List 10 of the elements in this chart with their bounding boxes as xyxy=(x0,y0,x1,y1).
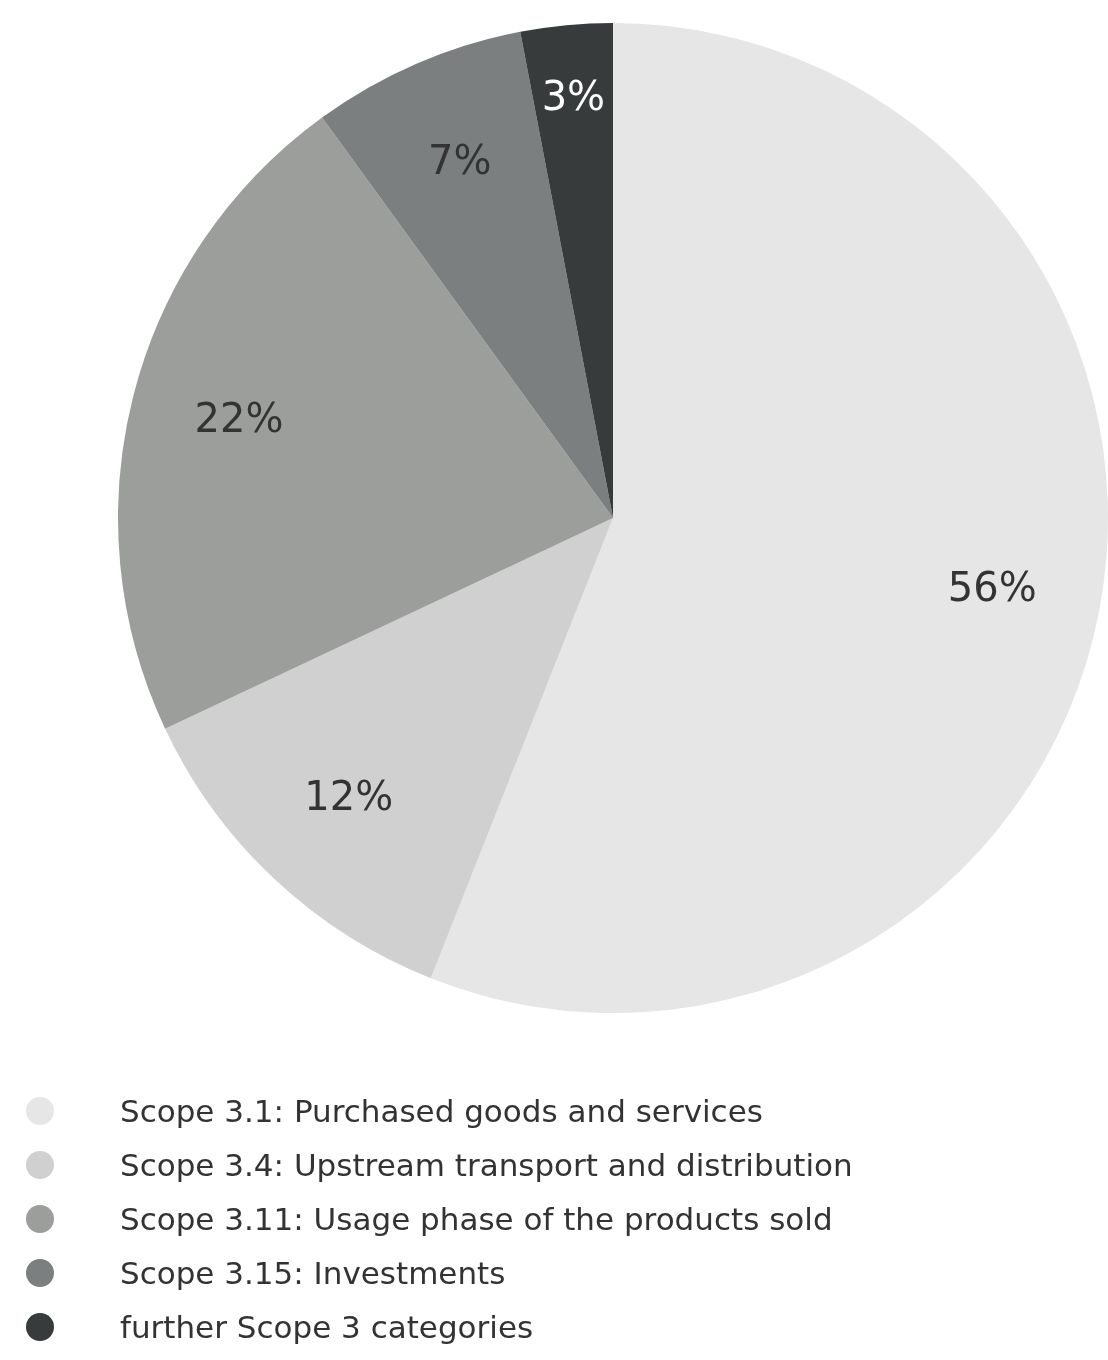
legend-label: Scope 3.11: Usage phase of the products sold xyxy=(120,1200,833,1239)
legend-label: further Scope 3 categories xyxy=(120,1308,534,1347)
data-label: 3% xyxy=(541,72,606,119)
data-label: 22% xyxy=(194,395,284,442)
legend-label: Scope 3.4: Upstream transport and distribution xyxy=(120,1146,853,1185)
legend-label: Scope 3.1: Purchased goods and services xyxy=(120,1092,763,1131)
data-label: 7% xyxy=(427,137,492,184)
data-label: 56% xyxy=(947,563,1037,610)
legend-label: Scope 3.15: Investments xyxy=(120,1254,506,1293)
data-label: 12% xyxy=(304,772,394,819)
